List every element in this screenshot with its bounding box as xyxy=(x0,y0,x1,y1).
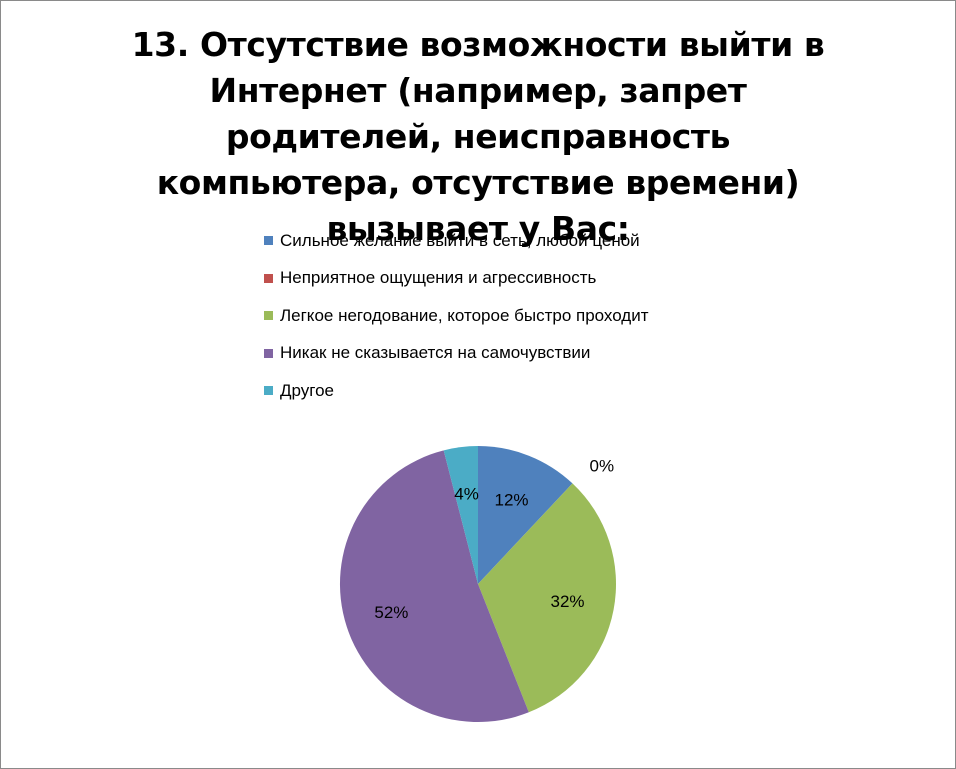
legend-item-3: Никак не сказывается на самочувствии xyxy=(264,335,649,373)
data-label-4: 4% xyxy=(454,485,479,504)
legend: Сильное желание выйти в сеть, любой цено… xyxy=(264,222,649,410)
data-label-3: 52% xyxy=(374,603,408,622)
data-label-1: 0% xyxy=(590,456,615,475)
pie-slice-4 xyxy=(443,446,478,584)
pie-labels: 12% 0% 32% 52% 4% xyxy=(374,456,614,622)
legend-swatch-2 xyxy=(264,311,273,321)
legend-item-0: Сильное желание выйти в сеть, любой цено… xyxy=(264,222,649,260)
legend-label-4: Другое xyxy=(280,380,335,400)
legend-label-3: Никак не сказывается на самочувствии xyxy=(280,343,591,363)
pie-slice-0 xyxy=(478,445,573,584)
pie-slices xyxy=(339,445,617,723)
legend-item-2: Легкое негодование, которое быстро прохо… xyxy=(264,297,649,335)
legend-item-4: Другое xyxy=(264,372,649,410)
legend-swatch-0 xyxy=(264,236,273,246)
pie-slice-3 xyxy=(339,450,529,723)
data-label-0: 12% xyxy=(494,490,528,509)
legend-label-2: Легкое негодование, которое быстро прохо… xyxy=(280,305,649,325)
legend-label-1: Неприятное ощущения и агрессивность xyxy=(280,268,597,288)
legend-item-1: Неприятное ощущения и агрессивность xyxy=(264,260,649,298)
chart-title: 13. Отсутствие возможности выйти в Интер… xyxy=(131,25,825,248)
data-label-2: 32% xyxy=(550,592,584,611)
legend-swatch-1 xyxy=(264,273,273,283)
legend-swatch-4 xyxy=(264,386,273,396)
legend-label-0: Сильное желание выйти в сеть, любой цено… xyxy=(280,230,640,250)
legend-swatch-3 xyxy=(264,348,273,358)
pie-slice-2 xyxy=(478,483,617,713)
